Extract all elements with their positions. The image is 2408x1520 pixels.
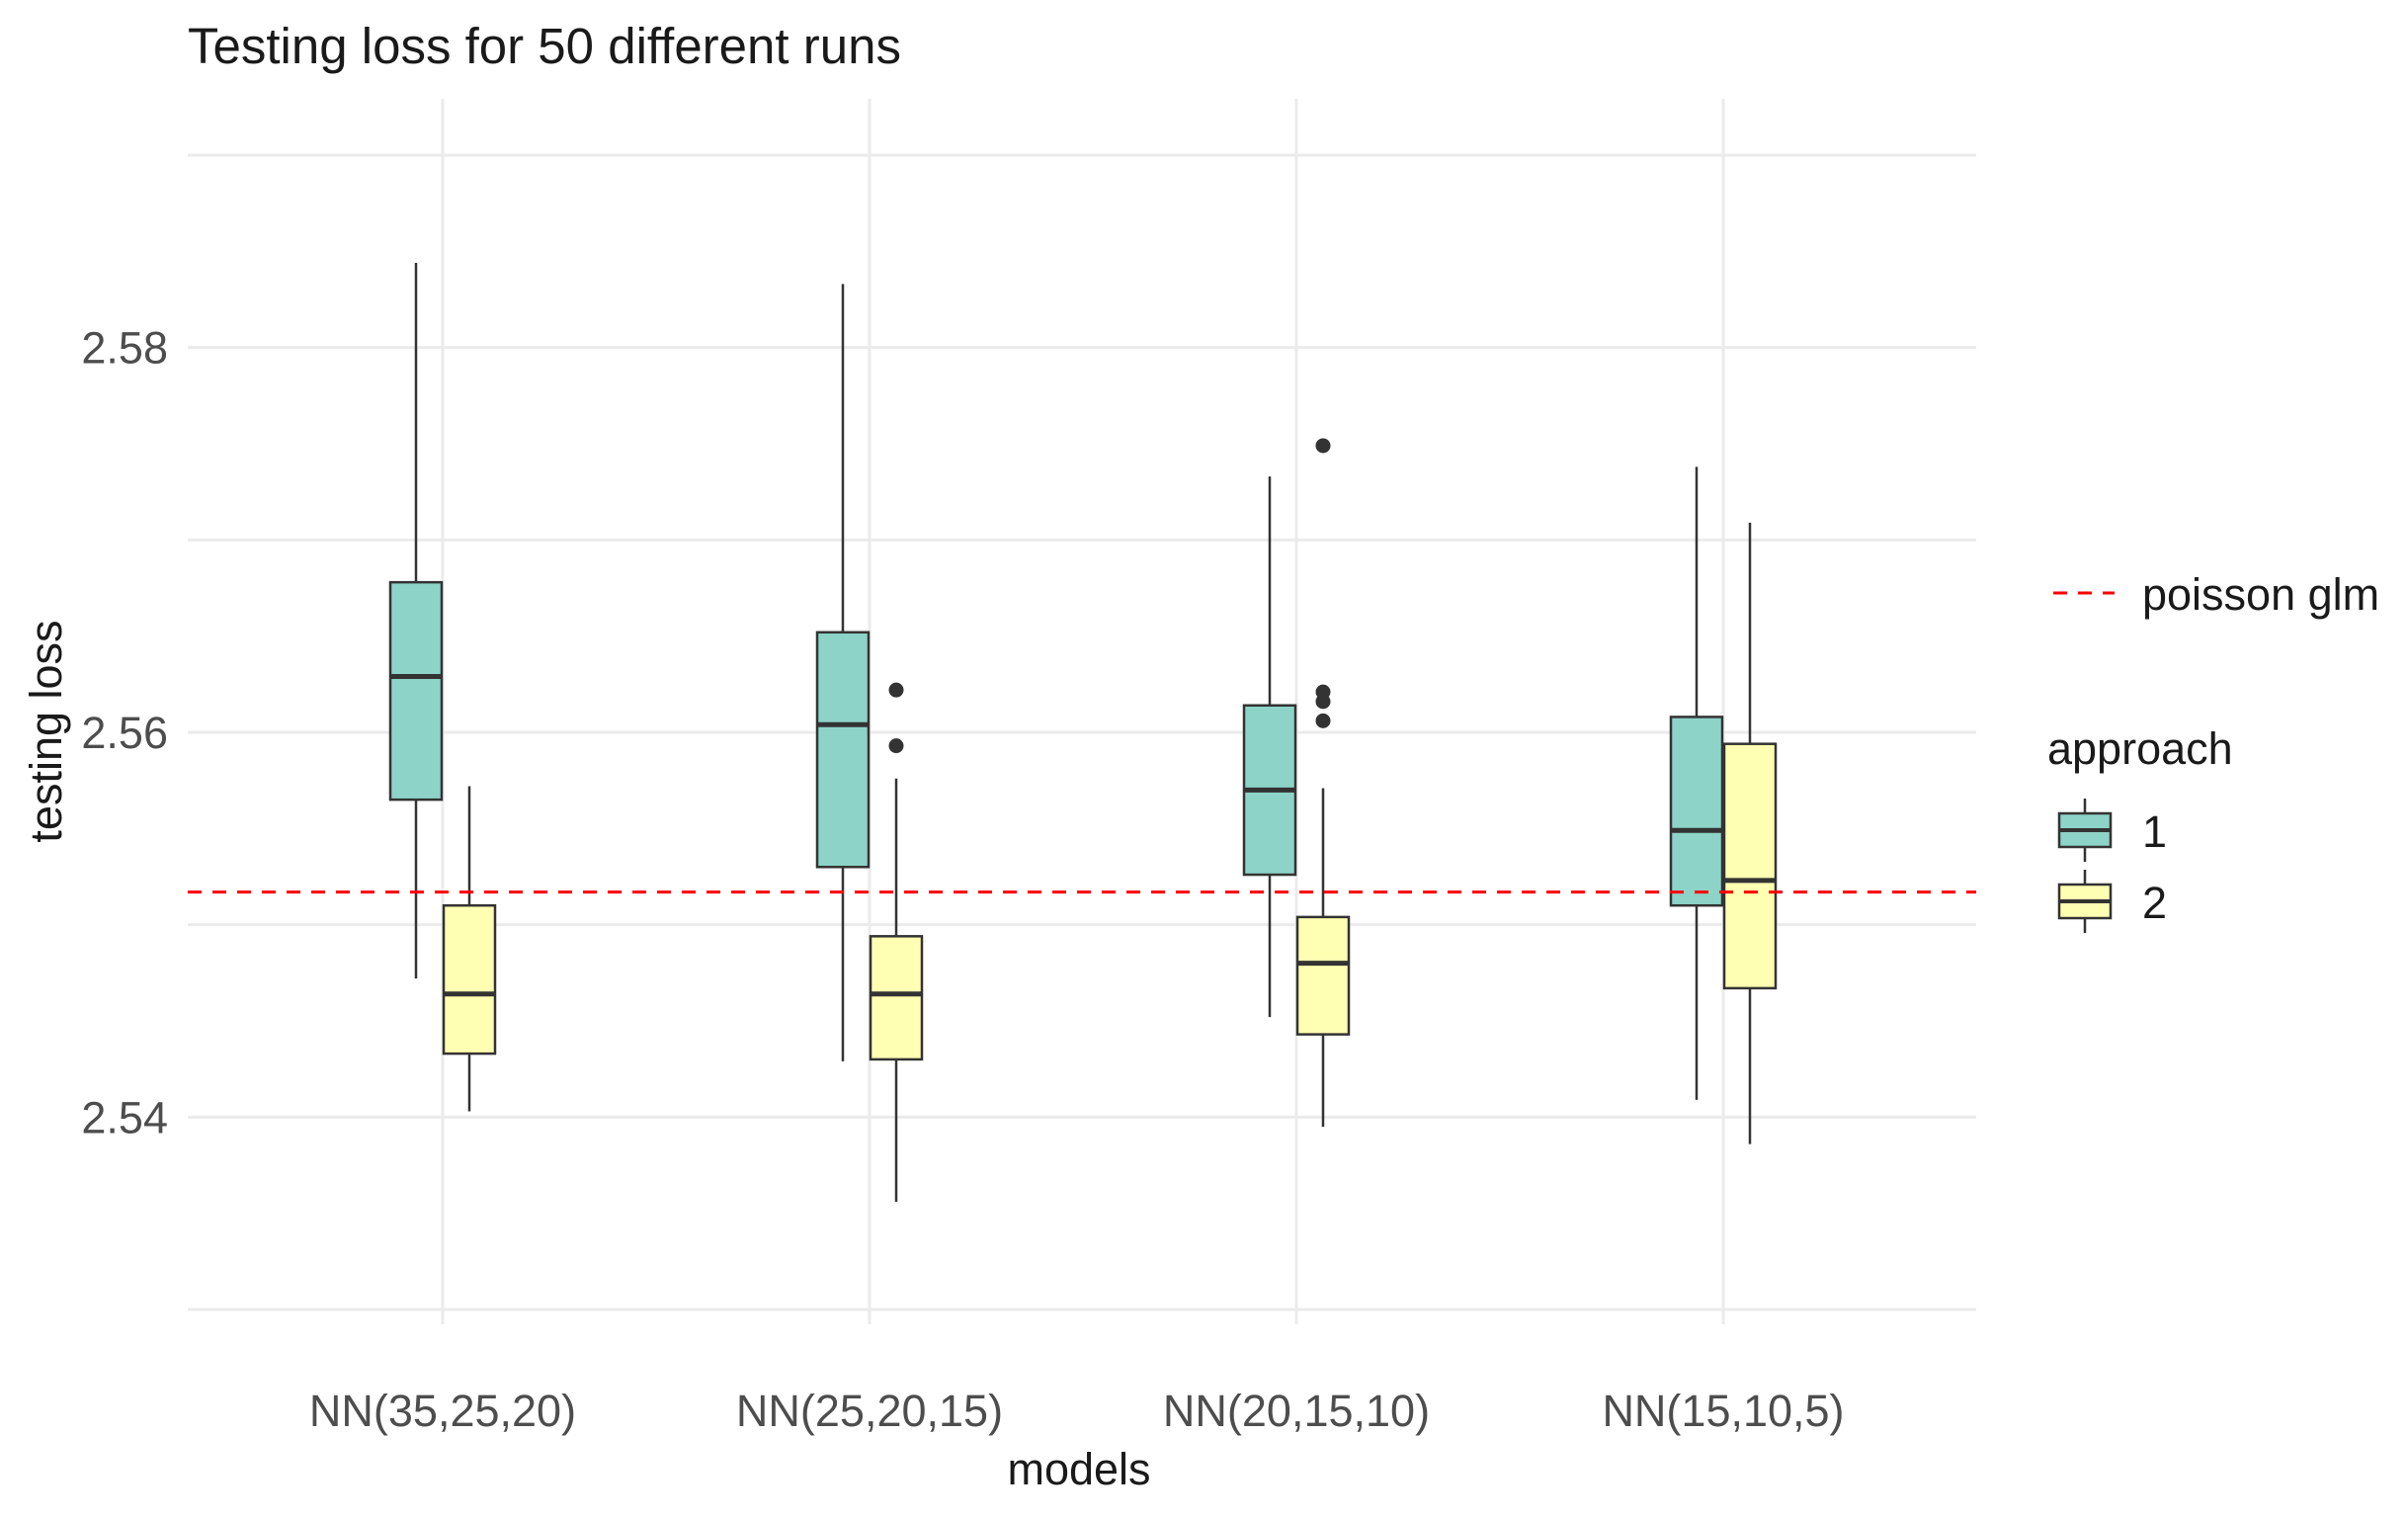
legend-label-approach-2: 2 [2142, 878, 2167, 928]
y-tick-label: 2.56 [81, 708, 168, 758]
box-approach-1-NN(15,10,5) [1669, 466, 1724, 1100]
y-tick-label: 2.58 [81, 323, 168, 374]
box-approach-1-NN(35,25,20) [388, 263, 444, 979]
outlier-point [1315, 713, 1331, 728]
legend-title: approach [2047, 723, 2233, 774]
outlier-point [1315, 438, 1331, 454]
legend-key-approach-1 [2057, 799, 2113, 862]
y-axis-title: testing loss [21, 620, 71, 842]
box-approach-2-NN(25,20,15) [869, 682, 924, 1202]
x-tick-label: NN(20,15,10) [1163, 1386, 1430, 1436]
legend-label-poisson-glm: poisson glm [2142, 569, 2379, 620]
x-tick-label: NN(15,10,5) [1602, 1386, 1844, 1436]
y-axis-ticks: 2.54 2.56 2.58 [81, 323, 168, 1143]
box-iqr [1295, 915, 1351, 1036]
box-approach-1-NN(20,15,10) [1242, 476, 1297, 1018]
y-tick-label: 2.54 [81, 1092, 168, 1142]
legend-key-approach-2 [2057, 870, 2113, 933]
legend-keys: 12 [2057, 799, 2167, 933]
legend-label-approach-1: 1 [2142, 806, 2167, 857]
x-axis-title: models [1007, 1444, 1150, 1494]
legend: poisson glm approach 12 [2047, 569, 2379, 933]
box-iqr [442, 903, 497, 1056]
x-tick-label: NN(35,25,20) [309, 1386, 576, 1436]
box-iqr [869, 935, 924, 1061]
box-approach-1-NN(25,20,15) [815, 284, 871, 1061]
x-tick-label: NN(25,20,15) [736, 1386, 1003, 1436]
box-iqr [1669, 716, 1724, 907]
chart-title: Testing loss for 50 different runs [188, 18, 901, 74]
box-approach-2-NN(15,10,5) [1722, 522, 1778, 1144]
outlier-point [1315, 684, 1331, 700]
boxes [388, 263, 1778, 1202]
box-iqr [388, 580, 444, 802]
box-iqr [815, 631, 871, 869]
box-iqr [1722, 742, 1778, 990]
box-approach-2-NN(20,15,10) [1295, 438, 1351, 1128]
outlier-point [888, 738, 904, 754]
box-approach-2-NN(35,25,20) [442, 786, 497, 1112]
outlier-point [888, 682, 904, 698]
x-axis-ticks: NN(35,25,20) NN(25,20,15) NN(20,15,10) NN(1… [309, 1386, 1845, 1436]
